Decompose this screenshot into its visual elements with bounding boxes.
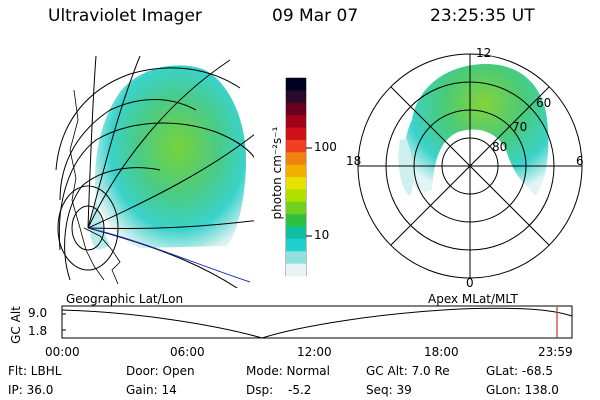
colorbar-tick-10: 10 (314, 228, 330, 242)
mlat-label-70: 70 (512, 120, 528, 134)
colorbar-cell (286, 164, 306, 178)
colorbar-cell (286, 189, 306, 203)
timeline-ytick-1.8: 1.8 (28, 324, 48, 338)
colorbar-cell (286, 177, 306, 190)
dsp-label: Dsp: (246, 383, 274, 397)
lat-lon-grid (55, 56, 254, 288)
timeline-xtick-1: 06:00 (170, 345, 205, 359)
aurora-image-geographic (95, 65, 246, 248)
date-readout: 09 Mar 07 (272, 6, 359, 26)
colorbar-cell (286, 139, 306, 153)
timeline-xtick-0: 00:00 (45, 345, 80, 359)
door-readout: Door: Open (126, 364, 195, 378)
ip-readout: IP: 36.0 (8, 383, 54, 397)
colorbar-cell (286, 78, 306, 91)
timeline-xtick-3: 18:00 (424, 345, 459, 359)
timeline-ytick-9: 9.0 (28, 306, 48, 320)
colorbar-cell (286, 115, 306, 128)
colorbar-cell (286, 226, 306, 240)
terminator-line (87, 227, 251, 283)
timeline-xtick-4: 23:59 (538, 345, 573, 359)
gc-alt-readout: GC Alt: 7.0 Re (366, 364, 450, 378)
colorbar-units: photon cm⁻²s⁻¹ (270, 126, 284, 220)
colorbar-cell (286, 152, 306, 166)
glon-readout: GLon: 138.0 (486, 383, 559, 397)
gain-readout: Gain: 14 (126, 383, 177, 397)
timeline-xtick-2: 12:00 (297, 345, 332, 359)
timeline-ylabel: GC Alt (9, 306, 23, 344)
polar-label-left: 18 (346, 154, 362, 168)
altitude-curve (61, 307, 573, 339)
apex-polar-panel (357, 53, 583, 279)
mlat-label-60: 60 (536, 96, 552, 110)
altitude-timeline (61, 305, 573, 339)
colorbar-tick-100: 100 (314, 140, 337, 154)
time-readout: 23:25:35 UT (430, 6, 535, 26)
aurora-image-apex (404, 64, 549, 196)
glat-readout: GLat: -68.5 (486, 364, 553, 378)
geographic-label: Geographic Lat/Lon (66, 292, 184, 306)
polar-label-top: 12 (476, 46, 492, 60)
geographic-panel (55, 56, 254, 288)
polar-label-right: 6 (576, 154, 584, 168)
colorbar-cell (286, 214, 306, 227)
mode-readout: Mode: Normal (246, 364, 330, 378)
colorbar-cell (286, 127, 306, 141)
coastline (69, 89, 121, 285)
apex-label: Apex MLat/MLT (428, 292, 518, 306)
colorbar-cell (286, 102, 306, 116)
colorbar-cell (286, 201, 306, 215)
colorbar-cell (286, 263, 306, 277)
seq-readout: Seq: 39 (366, 383, 412, 397)
polar-label-bottom: 0 (466, 276, 474, 290)
mlat-label-80: 80 (492, 140, 508, 154)
colorbar-cell (286, 238, 306, 252)
colorbar (285, 77, 312, 277)
dsp-value: -5.2 (288, 383, 312, 397)
colorbar-cell (286, 90, 306, 104)
filter-readout: Flt: LBHL (8, 364, 62, 378)
app-title: Ultraviolet Imager (48, 6, 202, 26)
colorbar-cell (286, 251, 306, 265)
